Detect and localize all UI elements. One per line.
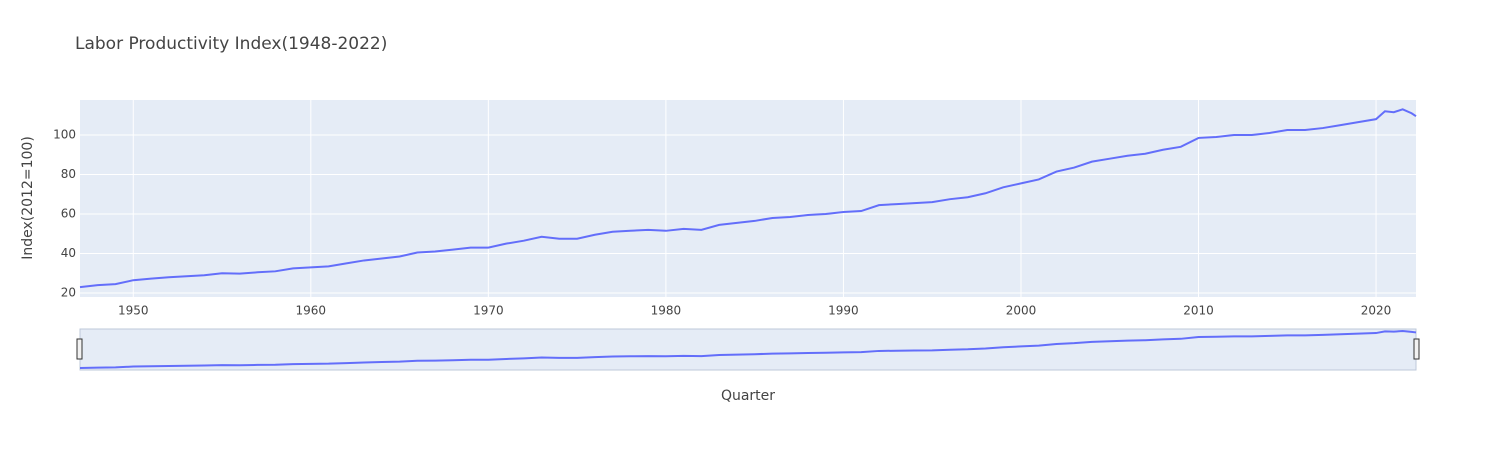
y-tick-label: 60 (61, 207, 76, 221)
x-tick-label: 2020 (1361, 304, 1392, 318)
x-axis-title: Quarter (721, 388, 775, 404)
plot-area (80, 100, 1416, 297)
x-tick-label: 1960 (296, 304, 327, 318)
x-tick-label: 1980 (651, 304, 682, 318)
line (79, 108, 1417, 289)
x-tick-label: 1950 (118, 304, 149, 318)
x-tick-label: 2000 (1006, 304, 1037, 318)
y-tick-label: 80 (61, 167, 76, 181)
slider-line (79, 329, 1417, 369)
y-tick-label: 100 (53, 127, 76, 141)
y-tick-label: 20 (61, 286, 76, 300)
y-tick-label: 40 (61, 246, 76, 260)
x-tick-label: 1970 (473, 304, 504, 318)
x-tick-label: 1990 (828, 304, 859, 318)
slider-handle[interactable] (1413, 338, 1420, 360)
x-tick-label: 2010 (1183, 304, 1214, 318)
y-axis-title: Index(2012=100) (20, 136, 36, 260)
chart-title: Labor Productivity Index(1948-2022) (75, 34, 387, 54)
slider-handle[interactable] (76, 338, 83, 360)
